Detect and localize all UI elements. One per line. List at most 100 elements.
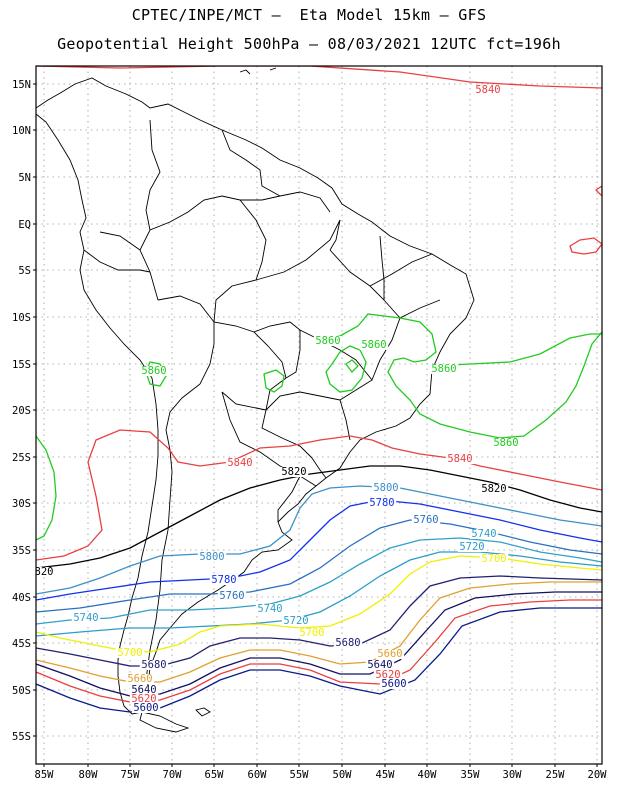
border-3 (139, 195, 281, 301)
border-18 (329, 249, 401, 319)
contour-label: 5680 (141, 659, 166, 671)
contour-label: 5720 (283, 615, 308, 627)
contour-label: 5800 (373, 482, 398, 494)
contour-label: 5700 (299, 627, 324, 639)
contour-label-bg (217, 591, 247, 601)
island-caribbean (239, 69, 251, 75)
contour-label: 5640 (131, 684, 156, 696)
contour-label: 5660 (127, 673, 152, 685)
contour-label-bg (469, 529, 499, 539)
lon-tick-label: 30W (503, 769, 523, 781)
contour-label: 5840 (475, 84, 500, 96)
lat-tick-label: 30S (12, 498, 31, 510)
border-24 (239, 199, 267, 281)
border-15 (277, 475, 301, 522)
graticule (36, 66, 602, 764)
height-contours (36, 66, 602, 713)
contour-label: 5700 (117, 647, 142, 659)
contour-label: 5840 (447, 453, 472, 465)
lon-tick-label: 80W (79, 769, 99, 781)
contour-label-bg (491, 438, 521, 448)
contour-5680 (36, 575, 602, 667)
contour-5860-west (36, 435, 57, 541)
lon-tick-label: 60W (248, 769, 268, 781)
lon-tick-label: 25W (546, 769, 566, 781)
lat-tick-label: 15N (12, 79, 31, 91)
coastlines (36, 67, 475, 733)
border-26 (369, 253, 433, 287)
contour-5860-east (429, 333, 602, 367)
contour-label: 5760 (413, 514, 438, 526)
contour-5600 (36, 607, 602, 713)
contour-label: 5780 (211, 574, 236, 586)
border-23 (339, 399, 351, 441)
contour-label-bg (139, 660, 169, 670)
lat-tick-label: 45S (12, 638, 31, 650)
contour-label-bg (125, 674, 155, 684)
tierra-del-fuego (139, 711, 190, 733)
border-20 (299, 329, 373, 381)
lon-tick-label: 65W (205, 769, 225, 781)
contour-label: 5740 (73, 612, 98, 624)
contour-label-bg (375, 649, 405, 659)
contour-5780 (36, 499, 602, 601)
contour-5860-brazil (317, 313, 602, 439)
lat-tick-label: 35S (12, 545, 31, 557)
contour-label: 5860 (431, 363, 456, 375)
contour-labels: 5840 5840 5840 5820 5820 820 5800 5800 5780 5780 5… (35, 84, 521, 714)
contour-label: 5820 (481, 483, 506, 495)
contour-label-bg (365, 660, 395, 670)
contour-5760 (36, 519, 602, 613)
border-6 (145, 119, 161, 231)
border-2 (213, 219, 341, 323)
contour-label-bg (71, 613, 101, 623)
lat-tick-label: 20S (12, 405, 31, 417)
border-21 (253, 321, 301, 333)
border-5 (83, 249, 151, 273)
contour-label: 5840 (227, 457, 252, 469)
border-8 (279, 191, 331, 213)
lat-tick-label: EQ (18, 219, 31, 231)
contour-label: 5860 (493, 437, 518, 449)
island-caribbean-2 (269, 67, 277, 71)
contour-label-bg (129, 685, 159, 695)
contour-label: 5820 (281, 466, 306, 478)
border-22 (285, 330, 301, 379)
lon-tick-label: 35W (461, 769, 481, 781)
lon-tick-label: 55W (290, 769, 310, 781)
border-10 (221, 391, 267, 411)
lat-tick-label: 10S (12, 312, 31, 324)
falklands (195, 707, 211, 717)
contour-5840-north (36, 66, 602, 89)
contour-5840-ne-blob-2 (594, 185, 602, 197)
contour-label: 5640 (367, 659, 392, 671)
contour-label: 5720 (459, 541, 484, 553)
contour-label-bg (225, 458, 255, 468)
lon-tick-label: 45W (376, 769, 396, 781)
contour-label: 5700 (481, 553, 506, 565)
contour-label: 820 (35, 566, 54, 578)
contour-label: 5860 (141, 365, 166, 377)
contour-label-bg (279, 467, 309, 477)
contour-label-bg (129, 694, 159, 704)
contour-label-bg (411, 515, 441, 525)
contour-label: 5680 (335, 637, 360, 649)
contour-label: 5600 (381, 678, 406, 690)
contour-label: 5660 (377, 648, 402, 660)
lon-tick-label: 75W (121, 769, 141, 781)
contour-label-bg (197, 552, 227, 562)
contour-label-bg (367, 498, 397, 508)
border-4 (99, 231, 141, 251)
contour-label: 5800 (199, 551, 224, 563)
lat-tick-label: 55S (12, 731, 31, 743)
lon-tick-label: 20W (588, 769, 608, 781)
contour-label-bg (36, 567, 55, 577)
contour-label-bg (473, 85, 503, 95)
lon-tick-label: 50W (333, 769, 353, 781)
map-title: CPTEC/INPE/MCT – Eta Model 15km – GFS (131, 6, 487, 24)
contour-label-bg (333, 638, 363, 648)
lat-tick-label: 10N (12, 125, 31, 137)
border-17 (339, 299, 441, 401)
contour-label-bg (379, 679, 409, 689)
